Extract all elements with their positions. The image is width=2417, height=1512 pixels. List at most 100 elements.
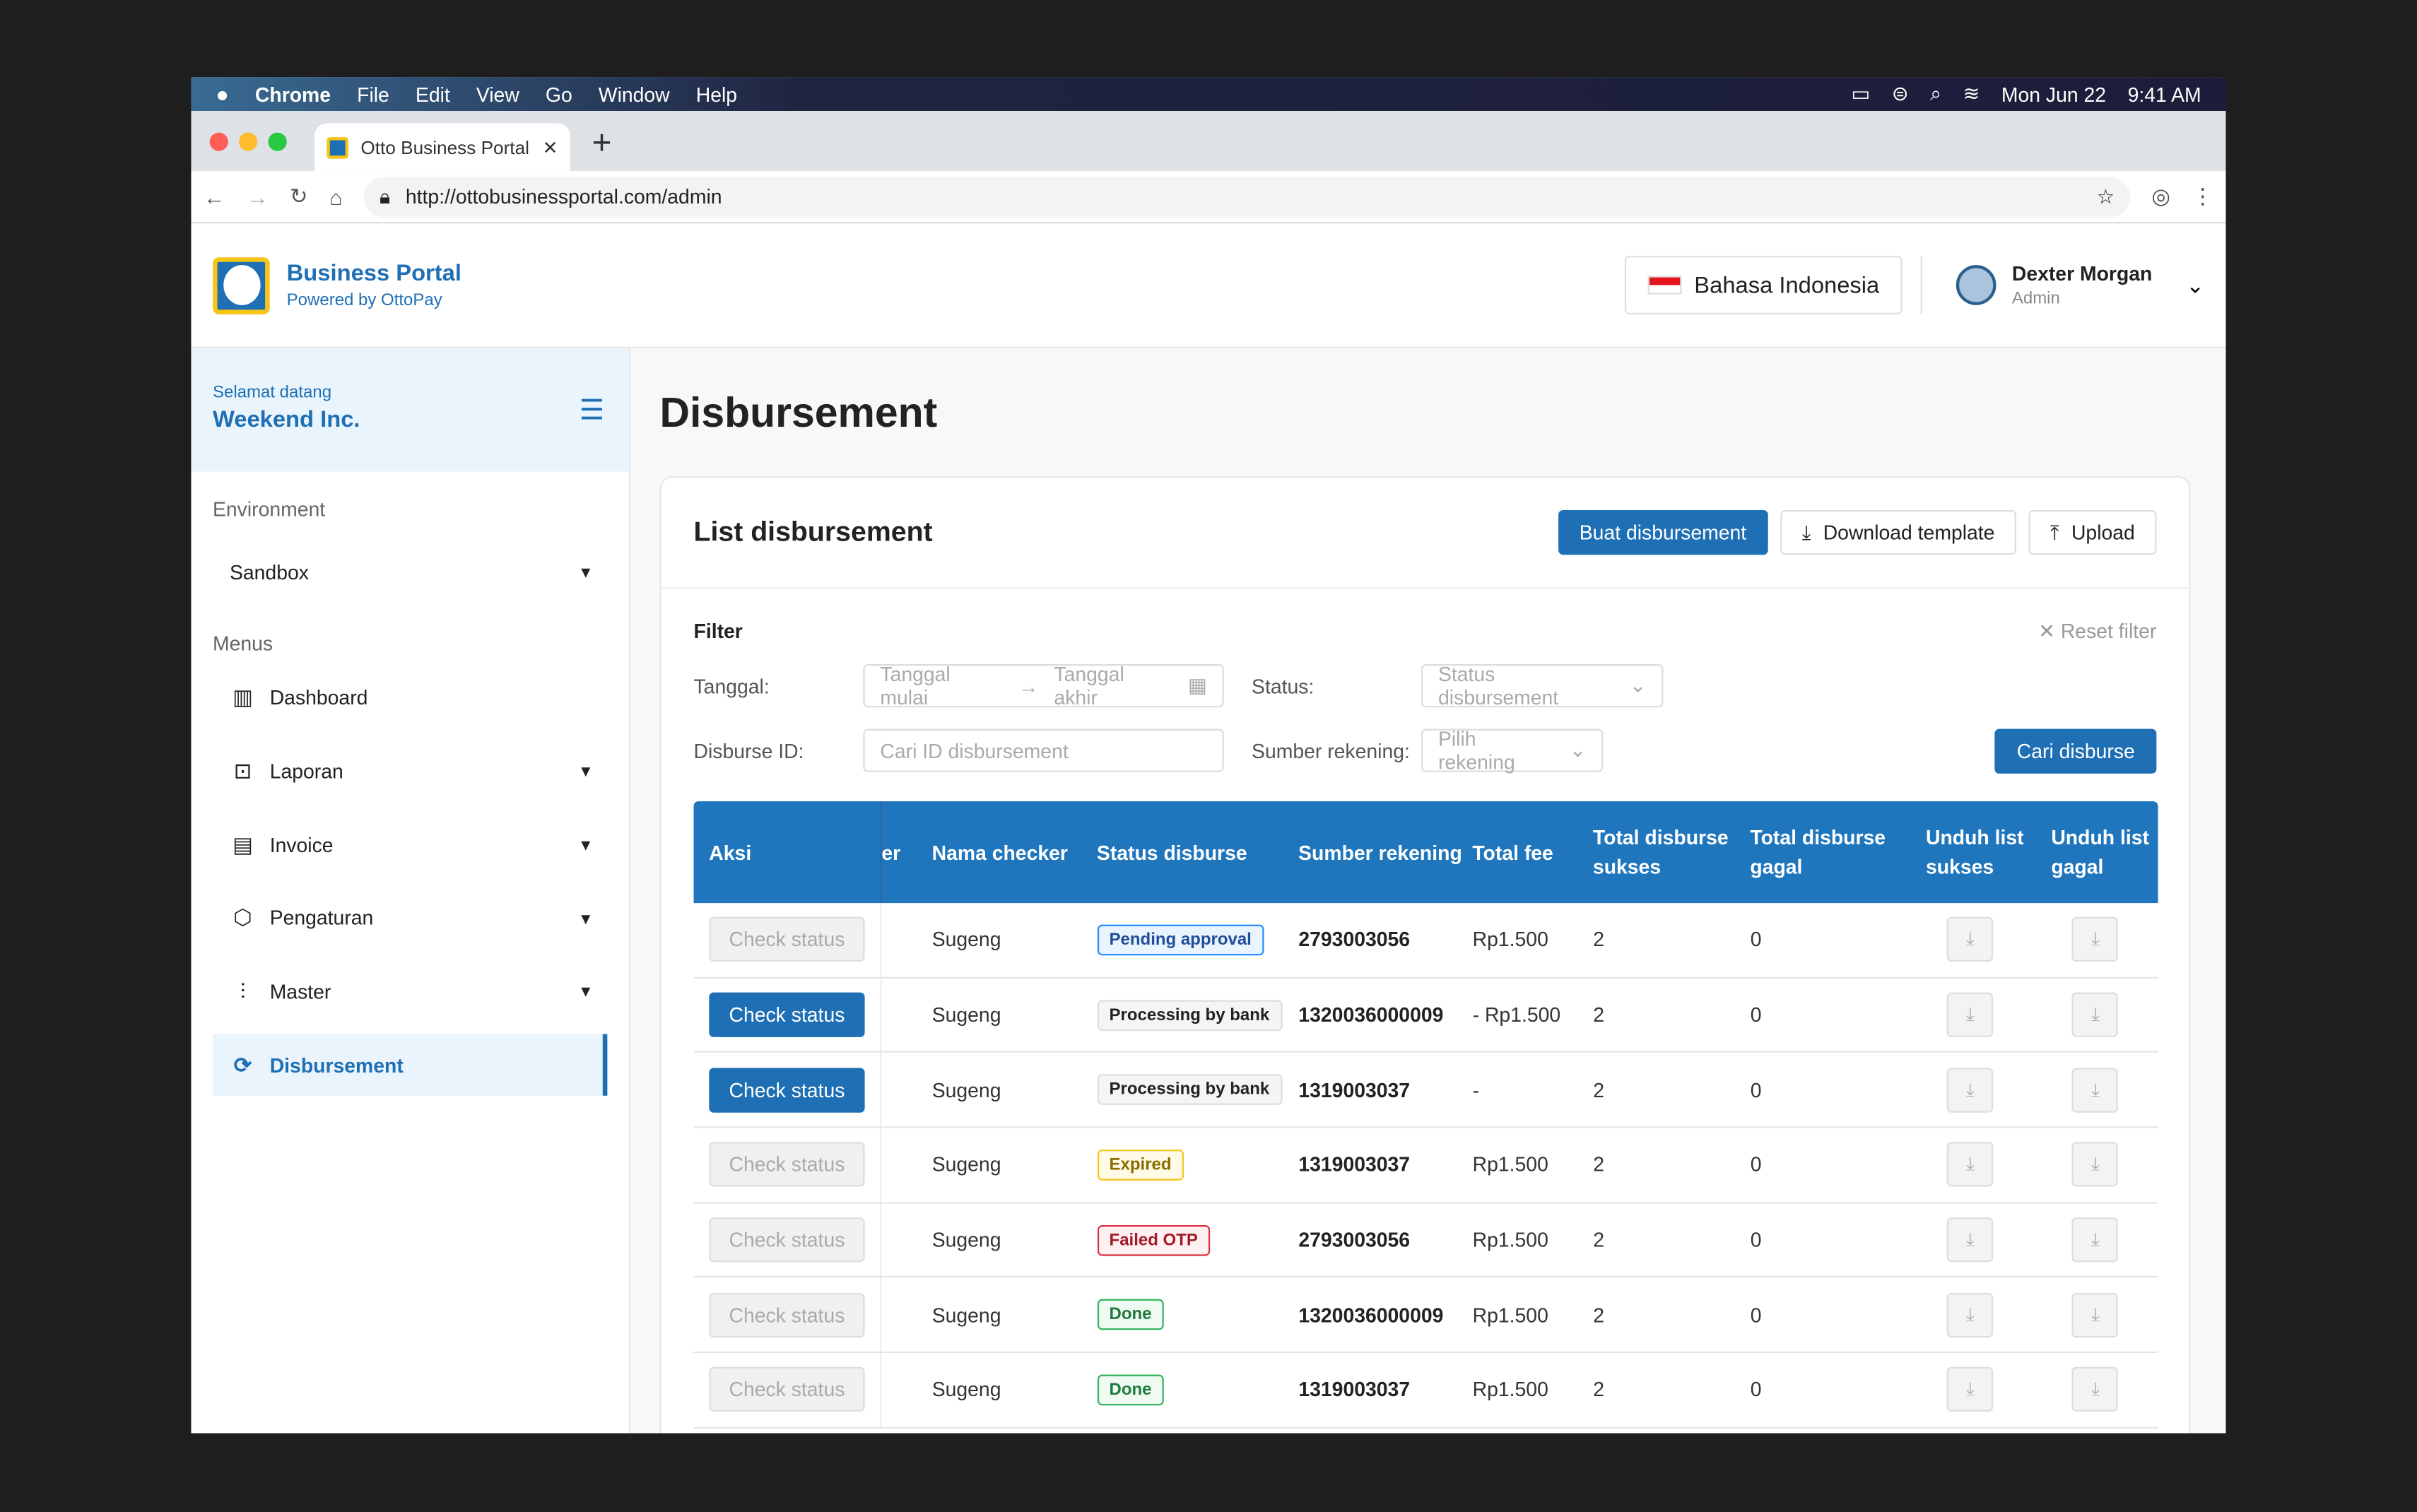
create-disbursement-button[interactable]: Buat disbursement: [1558, 509, 1768, 555]
sidebar-item-laporan[interactable]: ⊡ Laporan ▾: [213, 740, 607, 802]
menu-edit[interactable]: Edit: [415, 82, 450, 106]
source-account: 1320036000009: [1298, 1003, 1444, 1027]
total-fee: -: [1472, 1078, 1480, 1101]
collapse-menu-icon[interactable]: ☰: [579, 394, 604, 425]
language-selector[interactable]: Bahasa Indonesia: [1625, 256, 1903, 314]
check-status-button[interactable]: Check status: [709, 1292, 865, 1337]
download-success-list-button[interactable]: ⤓: [1947, 1217, 1994, 1263]
battery-icon[interactable]: ▭: [1851, 81, 1871, 105]
bookmark-star-icon[interactable]: ☆: [2096, 184, 2115, 208]
disburse-id-input[interactable]: Cari ID disbursement: [863, 728, 1224, 772]
close-tab-icon[interactable]: ✕: [542, 136, 558, 158]
menu-window[interactable]: Window: [598, 82, 670, 106]
total-fee: Rp1.500: [1472, 1153, 1548, 1177]
url-bar[interactable]: 🔒︎ http://ottobusinessportal.com/admin ☆: [364, 176, 2130, 217]
source-account: 1319003037: [1298, 1078, 1411, 1101]
chart-icon: ▥: [233, 684, 253, 709]
reset-filter-button[interactable]: ✕ Reset filter: [2038, 619, 2157, 643]
sidebar-item-master[interactable]: ⫶ Master ▾: [213, 961, 607, 1022]
column-header: Unduh list sukses: [1925, 826, 2024, 879]
check-status-button[interactable]: Check status: [709, 1142, 865, 1188]
avatar: [1956, 265, 1997, 305]
status-select[interactable]: Status disbursement ⌄: [1421, 662, 1664, 709]
profile-icon[interactable]: ◎: [2151, 183, 2170, 208]
check-status-button[interactable]: Check status: [709, 1217, 865, 1263]
search-disburse-button[interactable]: Cari disburse: [1995, 728, 2157, 773]
check-status-button[interactable]: Check status: [709, 917, 865, 962]
download-failed-list-button[interactable]: ⤓: [2072, 1217, 2119, 1263]
download-failed-list-button[interactable]: ⤓: [2072, 1142, 2119, 1188]
calendar-icon: ▦: [1187, 673, 1207, 697]
more-icon[interactable]: ⋮: [2192, 183, 2214, 208]
download-success-list-button[interactable]: ⤓: [1947, 1292, 1994, 1337]
minimize-window-button[interactable]: [239, 132, 258, 151]
status-badge: Expired: [1097, 1149, 1184, 1181]
sidebar-item-disbursement[interactable]: ⟳ Disbursement: [212, 1034, 608, 1097]
total-failed: 0: [1750, 1153, 1762, 1177]
source-account: 1319003037: [1298, 1153, 1411, 1177]
sidebar-item-label: Master: [269, 980, 331, 1003]
menu-help[interactable]: Help: [695, 82, 738, 106]
download-success-list-button[interactable]: ⤓: [1947, 917, 1994, 962]
download-icon: ⤓: [1801, 520, 1811, 543]
upload-button[interactable]: ⤒ Upload: [2028, 509, 2157, 555]
download-success-list-button[interactable]: ⤓: [1947, 992, 1994, 1037]
status-badge: Pending approval: [1097, 924, 1264, 955]
control-center-icon[interactable]: ⊜: [1891, 81, 1909, 105]
download-success-list-button[interactable]: ⤓: [1947, 1067, 1994, 1113]
download-success-list-button[interactable]: ⤓: [1947, 1142, 1994, 1188]
menu-file[interactable]: File: [357, 82, 389, 106]
url-text[interactable]: http://ottobusinessportal.com/admin: [405, 184, 722, 208]
sidebar-item-pengaturan[interactable]: ⬡ Pengaturan ▾: [213, 887, 607, 949]
download-success-list-button[interactable]: ⤓: [1947, 1367, 1994, 1412]
sidebar-item-label: Laporan: [269, 760, 343, 783]
wifi-icon[interactable]: ≋: [1963, 81, 1980, 105]
check-status-button[interactable]: Check status: [709, 1067, 865, 1113]
column-header: er: [880, 801, 931, 904]
sidebar-item-dashboard[interactable]: ▥ Dashboard: [213, 667, 607, 728]
user-menu[interactable]: Dexter Morgan Admin ⌄: [1956, 262, 2204, 308]
environment-select[interactable]: Sandbox ▾: [213, 543, 607, 601]
address-toolbar: ← → ↻ ⌂ 🔒︎ http://ottobusinessportal.com/…: [191, 171, 2226, 224]
reset-filter-label: Reset filter: [2060, 619, 2157, 643]
download-failed-list-button[interactable]: ⤓: [2072, 1067, 2119, 1113]
download-failed-list-button[interactable]: ⤓: [2072, 1292, 2119, 1337]
search-icon[interactable]: ⌕: [1930, 81, 1941, 105]
date-range-input[interactable]: Tanggal mulai → Tanggal akhir ▦: [863, 662, 1224, 709]
lock-icon: 🔒︎: [379, 184, 391, 208]
os-menubar: ● Chrome File Edit View Go Window Help ▭…: [191, 77, 2226, 112]
chevron-down-icon[interactable]: ⌄: [2186, 271, 2204, 297]
total-success: 2: [1593, 1078, 1605, 1101]
maximize-window-button[interactable]: [268, 132, 287, 151]
download-template-button[interactable]: ⤓ Download template: [1780, 509, 2016, 555]
back-icon[interactable]: ←: [203, 184, 225, 209]
upload-icon: ⤒: [2050, 520, 2059, 543]
download-failed-list-button[interactable]: ⤓: [2072, 992, 2119, 1037]
sliders-icon: ⫶: [240, 978, 246, 1003]
reload-icon[interactable]: ↻: [290, 183, 308, 208]
date: Mon Jun 22: [2001, 82, 2107, 106]
menu-chrome[interactable]: Chrome: [254, 82, 331, 106]
sidebar-item-invoice[interactable]: ▤ Invoice ▾: [213, 814, 607, 875]
new-tab-icon[interactable]: +: [592, 123, 612, 163]
menu-go[interactable]: Go: [545, 82, 572, 106]
status-label: Status:: [1252, 674, 1315, 697]
date-start[interactable]: Tanggal mulai: [880, 662, 951, 709]
apple-icon[interactable]: ●: [216, 81, 229, 107]
download-failed-list-button[interactable]: ⤓: [2072, 917, 2119, 962]
total-failed: 0: [1750, 928, 1762, 952]
home-icon[interactable]: ⌂: [329, 184, 343, 209]
forward-icon[interactable]: →: [246, 184, 269, 209]
status-placeholder: Status disbursement: [1437, 662, 1559, 709]
browser-tab[interactable]: Otto Business Portal ✕: [314, 123, 571, 172]
check-status-button[interactable]: Check status: [709, 992, 865, 1037]
date-end[interactable]: Tanggal akhir: [1054, 662, 1124, 709]
total-failed: 0: [1750, 1378, 1762, 1402]
source-select[interactable]: Pilih rekening ⌄: [1421, 727, 1604, 774]
time: 9:41 AM: [2127, 82, 2201, 106]
download-failed-list-button[interactable]: ⤓: [2072, 1367, 2119, 1412]
menu-view[interactable]: View: [476, 82, 519, 106]
table-header: Aksi er Nama checker Status disburse Sumber …: [693, 801, 2158, 904]
check-status-button[interactable]: Check status: [709, 1367, 865, 1412]
close-window-button[interactable]: [209, 132, 228, 151]
